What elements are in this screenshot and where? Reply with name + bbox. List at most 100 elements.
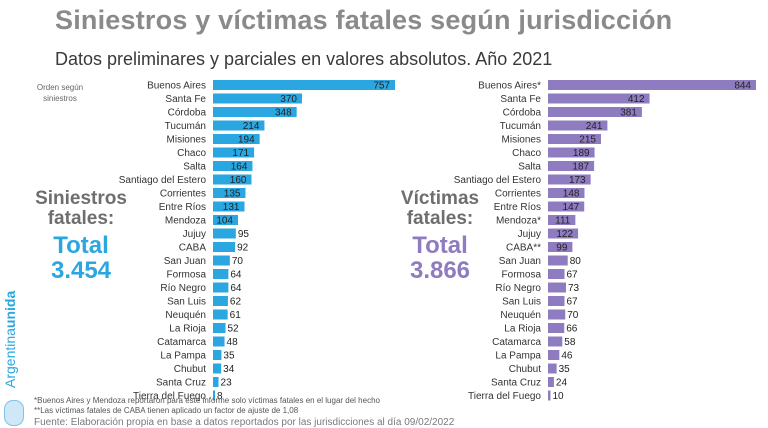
siniestros-value-label: 135	[224, 189, 241, 200]
siniestros-value-label: 131	[223, 202, 240, 213]
siniestros-value-label: 34	[223, 364, 235, 375]
siniestros-category-label: Salta	[183, 162, 206, 173]
siniestros-category-label: Córdoba	[168, 108, 207, 119]
victimas-category-label: Buenos Aires*	[478, 81, 541, 92]
siniestros-bar	[213, 107, 297, 117]
victimas-category-label: Entre Ríos	[494, 202, 541, 213]
siniestros-value-label: 23	[221, 378, 233, 389]
brand-part-2: unida	[2, 290, 18, 329]
siniestros-category-label: Santa Fe	[165, 94, 206, 105]
siniestros-category-label: Santiago del Estero	[119, 175, 207, 186]
victimas-bar	[548, 80, 756, 90]
siniestros-value-label: 348	[275, 108, 292, 119]
siniestros-bar	[213, 242, 236, 252]
siniestros-bar	[213, 174, 252, 185]
victimas-bar	[548, 188, 585, 198]
siniestros-bar	[213, 269, 229, 279]
siniestros-bar	[213, 309, 228, 320]
siniestros-category-label: Formosa	[167, 270, 207, 281]
siniestros-category-label: La Pampa	[160, 351, 206, 362]
national-seal-icon	[4, 400, 24, 426]
victimas-category-label: La Rioja	[504, 324, 541, 335]
victimas-bar	[548, 363, 557, 374]
victimas-bar	[548, 282, 566, 293]
victimas-value-label: 58	[564, 337, 576, 348]
siniestros-category-label: Tucumán	[165, 121, 206, 132]
siniestros-category-label: Chaco	[177, 148, 206, 159]
victimas-value-label: 148	[563, 189, 580, 200]
siniestros-bar	[213, 255, 230, 266]
victimas-category-label: CABA**	[506, 243, 541, 254]
siniestros-category-label: Corrientes	[160, 189, 206, 200]
victimas-value-label: 46	[561, 351, 573, 362]
total-victimas-label-2: fatales:	[406, 207, 474, 229]
order-note: Orden según siniestros	[36, 83, 84, 103]
total-siniestros-word: Total	[53, 231, 109, 259]
siniestros-category-label: Misiones	[167, 135, 206, 146]
victimas-value-label: 189	[573, 148, 590, 159]
siniestros-category-label: La Rioja	[169, 324, 206, 335]
victimas-bar	[548, 336, 563, 347]
victimas-category-label: Chubut	[509, 364, 541, 375]
siniestros-bar	[213, 336, 225, 347]
siniestros-value-label: 61	[230, 310, 242, 321]
page-title: Siniestros y víctimas fatales según juri…	[55, 5, 673, 35]
total-siniestros: Siniestros fatales: Total 3.454	[30, 188, 132, 284]
total-victimas: Víctimas fatales: Total 3.866	[384, 188, 496, 284]
victimas-category-label: Santiago del Estero	[454, 175, 542, 186]
victimas-value-label: 412	[628, 94, 645, 105]
victimas-value-label: 73	[568, 283, 580, 294]
siniestros-value-label: 171	[232, 148, 249, 159]
victimas-category-label: Río Negro	[495, 283, 541, 294]
victimas-value-label: 122	[556, 229, 573, 240]
victimas-bar	[548, 242, 573, 252]
total-siniestros-label-2: fatales:	[47, 207, 115, 229]
victimas-value-label: 241	[586, 121, 603, 132]
victimas-category-label: Jujuy	[518, 229, 541, 240]
siniestros-bar	[213, 282, 229, 293]
siniestros-value-label: 70	[232, 256, 244, 267]
siniestros-value-label: 214	[243, 121, 260, 132]
victimas-category-label: Corrientes	[495, 189, 541, 200]
victimas-value-label: 66	[566, 324, 578, 335]
victimas-value-label: 70	[567, 310, 579, 321]
victimas-bar	[548, 269, 565, 279]
siniestros-value-label: 757	[373, 81, 390, 92]
siniestros-value-label: 64	[230, 270, 242, 281]
victimas-value-label: 99	[556, 243, 568, 254]
victimas-bar	[548, 174, 591, 185]
total-victimas-label-1: Víctimas	[400, 188, 480, 209]
siniestros-bar	[213, 390, 215, 401]
victimas-bar	[548, 201, 585, 212]
siniestros-value-label: 62	[230, 297, 242, 308]
siniestros-bar	[213, 147, 255, 158]
victimas-category-label: Formosa	[502, 270, 542, 281]
victimas-value-label: 173	[569, 175, 586, 186]
victimas-bar	[548, 228, 579, 239]
source-note: Fuente: Elaboración propia en base a dat…	[34, 417, 455, 428]
victimas-value-label: 80	[570, 256, 582, 267]
total-siniestros-label-1: Siniestros	[35, 188, 127, 209]
victimas-category-label: San Luis	[502, 297, 541, 308]
total-victimas-word: Total	[412, 231, 468, 259]
victimas-bar	[548, 147, 595, 158]
siniestros-value-label: 160	[230, 175, 247, 186]
siniestros-category-label: Chubut	[174, 364, 206, 375]
siniestros-value-label: 64	[230, 283, 242, 294]
siniestros-bar	[213, 134, 260, 144]
victimas-bar	[548, 107, 642, 117]
victimas-category-label: La Pampa	[495, 351, 541, 362]
victimas-bar	[548, 350, 560, 360]
siniestros-value-label: 194	[238, 135, 255, 146]
siniestros-value-label: 35	[223, 351, 235, 362]
siniestros-value-label: 48	[227, 337, 239, 348]
siniestros-bar	[213, 215, 239, 225]
victimas-bar	[548, 309, 566, 320]
siniestros-value-label: 95	[238, 229, 250, 240]
siniestros-bar	[213, 323, 226, 333]
siniestros-category-label: Entre Ríos	[159, 202, 206, 213]
victimas-value-label: 35	[559, 364, 571, 375]
siniestros-bar	[213, 80, 395, 90]
siniestros-bar	[213, 363, 222, 374]
